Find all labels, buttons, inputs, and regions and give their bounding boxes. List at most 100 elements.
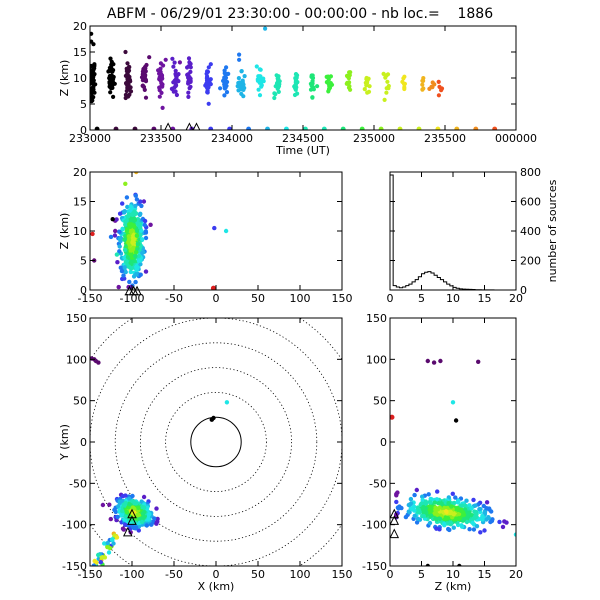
- data-point: [478, 530, 483, 535]
- data-point: [123, 49, 128, 55]
- data-point: [408, 501, 414, 506]
- data-point: [96, 360, 101, 365]
- data-point: [431, 360, 437, 365]
- height-y-panel: 0 5 10 15 20 -150 -100 -50 0 50 100 150 Z (km): [362, 312, 523, 593]
- data-point: [327, 82, 332, 87]
- data-point: [293, 72, 299, 77]
- x-tick-label: 234000: [211, 132, 253, 145]
- y-tick-label: -50: [69, 477, 87, 490]
- time-height-panel: 233000 233500 234000 234500 235000 235500 0000…: [58, 20, 537, 157]
- data-point: [128, 252, 133, 257]
- data-point: [114, 535, 120, 540]
- data-point: [154, 506, 159, 511]
- data-point: [177, 60, 182, 65]
- data-point: [123, 92, 128, 97]
- data-point: [108, 56, 113, 61]
- data-point: [125, 85, 130, 91]
- x-tick-label: 5: [418, 568, 425, 581]
- data-point: [109, 537, 115, 543]
- x-tick-label: 100: [290, 568, 311, 581]
- data-point: [173, 89, 178, 94]
- data-point: [119, 512, 125, 517]
- y-tick-label: 5: [80, 98, 87, 111]
- data-point: [257, 74, 262, 79]
- data-point: [176, 72, 181, 77]
- data-point: [402, 82, 407, 87]
- data-point: [134, 267, 139, 273]
- x-axis-label: Z (km): [435, 580, 472, 593]
- data-point: [159, 80, 164, 86]
- data-point: [187, 60, 192, 65]
- data-point: [254, 64, 259, 69]
- data-point: [433, 507, 438, 512]
- y-tick-label: 150: [66, 312, 87, 325]
- data-point: [125, 61, 130, 66]
- data-point: [326, 87, 332, 92]
- data-point: [497, 519, 502, 525]
- y-tick-label: 20: [73, 166, 87, 179]
- data-point: [395, 505, 401, 510]
- data-point: [140, 237, 145, 242]
- range-ring: [190, 416, 242, 468]
- data-point: [110, 217, 115, 222]
- data-point: [127, 208, 132, 214]
- data-point: [311, 87, 316, 92]
- data-point: [205, 90, 210, 95]
- data-point: [135, 241, 141, 247]
- data-point: [432, 511, 437, 516]
- data-point: [115, 514, 120, 520]
- data-point: [276, 74, 281, 79]
- y-tick-label: 100: [66, 353, 87, 366]
- data-point: [158, 72, 163, 77]
- data-point: [138, 211, 143, 216]
- data-point: [477, 507, 482, 512]
- data-point: [138, 199, 143, 204]
- data-point: [476, 359, 481, 364]
- data-point: [151, 126, 157, 130]
- data-point: [141, 199, 147, 204]
- data-point: [435, 126, 441, 130]
- data-point: [222, 93, 227, 98]
- x-tick-label: 234500: [282, 132, 324, 145]
- data-point: [130, 240, 135, 245]
- data-point: [188, 84, 193, 89]
- data-point: [473, 503, 478, 508]
- y-axis-label: Z (km): [58, 60, 71, 97]
- data-point: [134, 249, 139, 255]
- x-tick-label: 5: [418, 292, 425, 305]
- data-point: [138, 262, 143, 267]
- data-point: [94, 126, 100, 130]
- x-tick-label: 20: [509, 292, 523, 305]
- data-point: [132, 258, 137, 264]
- data-point: [118, 265, 124, 270]
- data-point: [122, 503, 128, 508]
- data-point: [241, 82, 246, 87]
- data-point: [152, 516, 157, 521]
- data-point: [109, 86, 114, 91]
- data-point: [140, 78, 145, 83]
- data-point: [474, 511, 479, 517]
- data-point: [143, 269, 149, 274]
- data-point: [118, 238, 123, 244]
- data-point: [108, 90, 113, 95]
- data-point: [450, 491, 455, 496]
- data-point: [170, 126, 176, 130]
- x-tick-label: 235000: [353, 132, 395, 145]
- data-point: [451, 525, 456, 530]
- data-point: [346, 76, 351, 81]
- data-point: [436, 93, 441, 98]
- data-point: [186, 56, 192, 61]
- data-point: [236, 88, 241, 93]
- station-triangle: [192, 122, 201, 130]
- data-point: [223, 80, 228, 85]
- data-point: [429, 84, 434, 89]
- data-point: [453, 516, 459, 521]
- data-point: [467, 527, 472, 532]
- plot-area: [90, 26, 498, 130]
- data-point: [127, 92, 132, 97]
- data-point: [239, 69, 244, 74]
- data-point: [309, 83, 314, 88]
- data-point: [127, 279, 132, 285]
